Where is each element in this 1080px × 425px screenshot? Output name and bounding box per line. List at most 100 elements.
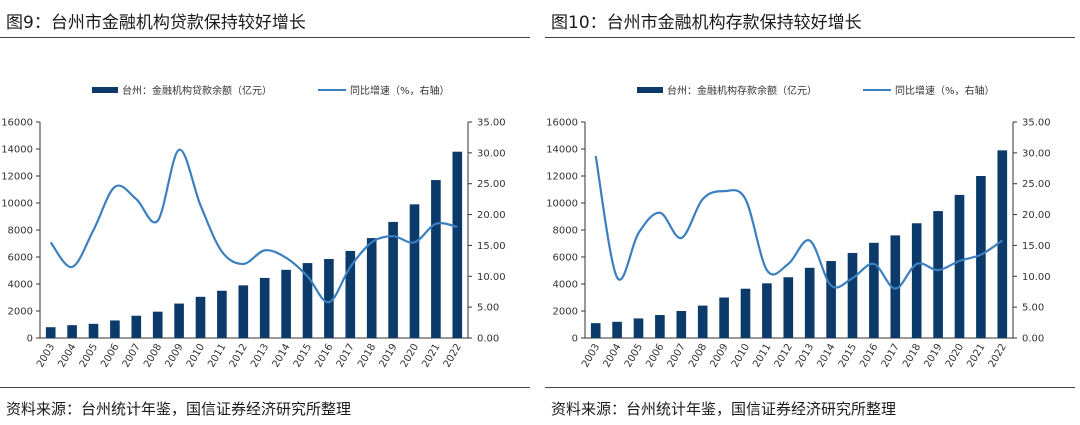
left-tick-label: 16000 xyxy=(1,118,33,129)
right-tick-label: 15.00 xyxy=(477,241,506,252)
x-tick-label: 2018 xyxy=(356,342,378,370)
left-tick-label: 8000 xyxy=(8,226,33,237)
source-divider xyxy=(545,387,1075,388)
x-tick-label: 2017 xyxy=(880,342,902,370)
bar-2021 xyxy=(976,176,986,338)
bar-2004 xyxy=(67,325,77,338)
x-tick-label: 2020 xyxy=(399,342,421,370)
figure-9-source: 资料来源：台州统计年鉴，国信证券经济研究所整理 xyxy=(6,400,352,418)
bar-2018 xyxy=(366,238,377,338)
x-tick-label: 2005 xyxy=(78,342,100,370)
bar-2010 xyxy=(740,288,751,338)
right-tick-label: 35.00 xyxy=(1022,118,1051,129)
left-tick-label: 0 xyxy=(27,334,33,345)
bar-2012 xyxy=(238,285,249,338)
right-tick-label: 35.00 xyxy=(477,118,506,129)
bar-2010 xyxy=(195,296,206,338)
bar-2006 xyxy=(655,315,665,338)
figure-10-source: 资料来源：台州统计年鉴，国信证券经济研究所整理 xyxy=(551,400,897,418)
legend-line-label: 同比增速（%，右轴） xyxy=(350,84,450,97)
x-tick-label: 2007 xyxy=(666,342,688,370)
right-tick-label: 30.00 xyxy=(1022,148,1051,159)
right-tick-label: 25.00 xyxy=(477,179,506,190)
x-tick-label: 2022 xyxy=(987,342,1009,370)
bar-2015 xyxy=(302,263,313,338)
left-tick-label: 14000 xyxy=(1,145,33,156)
bar-2013 xyxy=(259,277,270,338)
bar-2014 xyxy=(281,269,291,338)
left-tick-label: 2000 xyxy=(8,307,33,318)
x-tick-label: 2008 xyxy=(687,342,709,370)
x-tick-label: 2011 xyxy=(751,342,773,370)
bar-2003 xyxy=(45,327,56,338)
right-tick-label: 15.00 xyxy=(1022,241,1051,252)
figure-10-panel: 图10：台州市金融机构存款保持较好增长 台州：金融机构存款余额（亿元） 同比增速（… xyxy=(545,0,1075,425)
title-divider xyxy=(0,37,530,38)
right-tick-label: 20.00 xyxy=(477,210,506,221)
right-tick-label: 0.00 xyxy=(477,334,499,345)
legend-bar-label: 台州：金融机构存款余额（亿元） xyxy=(667,84,817,97)
deposit-balance-chart: 台州：金融机构存款余额（亿元） 同比增速（%，右轴） 0 2000 4000 6000 80… xyxy=(546,84,1051,370)
left-tick-label: 10000 xyxy=(1,199,33,210)
bar-2009 xyxy=(719,297,729,338)
figure-9-title: 图9：台州市金融机构贷款保持较好增长 xyxy=(6,13,306,33)
chart-legend: 台州：金融机构贷款余额（亿元） 同比增速（%，右轴） xyxy=(92,84,450,97)
bar-2011 xyxy=(217,290,227,338)
left-tick-label: 10000 xyxy=(546,199,578,210)
right-tick-label: 10.00 xyxy=(477,272,506,283)
x-tick-label: 2012 xyxy=(228,342,250,370)
x-tick-label: 2022 xyxy=(442,342,464,370)
figure-9-panel: 图9：台州市金融机构贷款保持较好增长 台州：金融机构贷款余额（亿元） 同比增速（%… xyxy=(0,0,530,425)
x-tick-label: 2010 xyxy=(730,342,752,370)
x-tick-label: 2013 xyxy=(249,342,271,370)
bar-2012 xyxy=(783,277,794,338)
source-divider xyxy=(0,387,530,388)
bar-2022 xyxy=(452,151,463,338)
left-tick-label: 8000 xyxy=(553,226,578,237)
bar-2018 xyxy=(911,223,922,338)
bar-2020 xyxy=(409,204,420,338)
right-tick-label: 25.00 xyxy=(1022,179,1051,190)
bar-2020 xyxy=(954,194,965,338)
bar-2009 xyxy=(174,303,184,338)
left-tick-label: 14000 xyxy=(546,145,578,156)
bar-2022 xyxy=(997,150,1008,338)
x-tick-label: 2009 xyxy=(163,342,185,370)
growth-rate-line xyxy=(49,148,458,304)
legend-bar-swatch xyxy=(637,87,663,93)
legend-line-label: 同比增速（%，右轴） xyxy=(895,84,995,97)
left-tick-label: 6000 xyxy=(8,253,33,264)
bar-2005 xyxy=(88,323,99,338)
x-tick-label: 2015 xyxy=(837,342,859,370)
left-tick-label: 12000 xyxy=(546,172,578,183)
x-tick-label: 2011 xyxy=(206,342,228,370)
x-tick-label: 2008 xyxy=(142,342,164,370)
x-tick-label: 2006 xyxy=(644,342,666,370)
bar-2008 xyxy=(152,311,163,338)
x-tick-label: 2004 xyxy=(601,342,623,370)
legend-bar-label: 台州：金融机构贷款余额（亿元） xyxy=(122,84,272,97)
x-tick-label: 2009 xyxy=(708,342,730,370)
loan-balance-chart: 台州：金融机构贷款余额（亿元） 同比增速（%，右轴） 0 2000 4000 6000 80… xyxy=(1,84,506,370)
bar-2015 xyxy=(847,252,858,338)
x-tick-label: 2016 xyxy=(313,342,335,370)
right-tick-label: 5.00 xyxy=(477,303,499,314)
x-tick-label: 2018 xyxy=(901,342,923,370)
bar-2013 xyxy=(804,267,815,338)
x-tick-label: 2005 xyxy=(623,342,645,370)
left-tick-label: 6000 xyxy=(553,253,578,264)
legend-bar-swatch xyxy=(92,87,118,93)
right-tick-label: 5.00 xyxy=(1022,303,1044,314)
x-tick-label: 2015 xyxy=(292,342,314,370)
right-tick-label: 30.00 xyxy=(477,148,506,159)
x-tick-label: 2003 xyxy=(35,342,57,370)
bar-2006 xyxy=(110,320,120,338)
bar-2019 xyxy=(933,211,943,338)
x-tick-label: 2020 xyxy=(944,342,966,370)
right-tick-label: 10.00 xyxy=(1022,272,1051,283)
x-tick-label: 2014 xyxy=(815,342,837,370)
bar-2021 xyxy=(431,180,441,338)
left-tick-label: 0 xyxy=(572,334,578,345)
left-tick-label: 4000 xyxy=(553,280,578,291)
figure-10-title: 图10：台州市金融机构存款保持较好增长 xyxy=(551,13,862,33)
